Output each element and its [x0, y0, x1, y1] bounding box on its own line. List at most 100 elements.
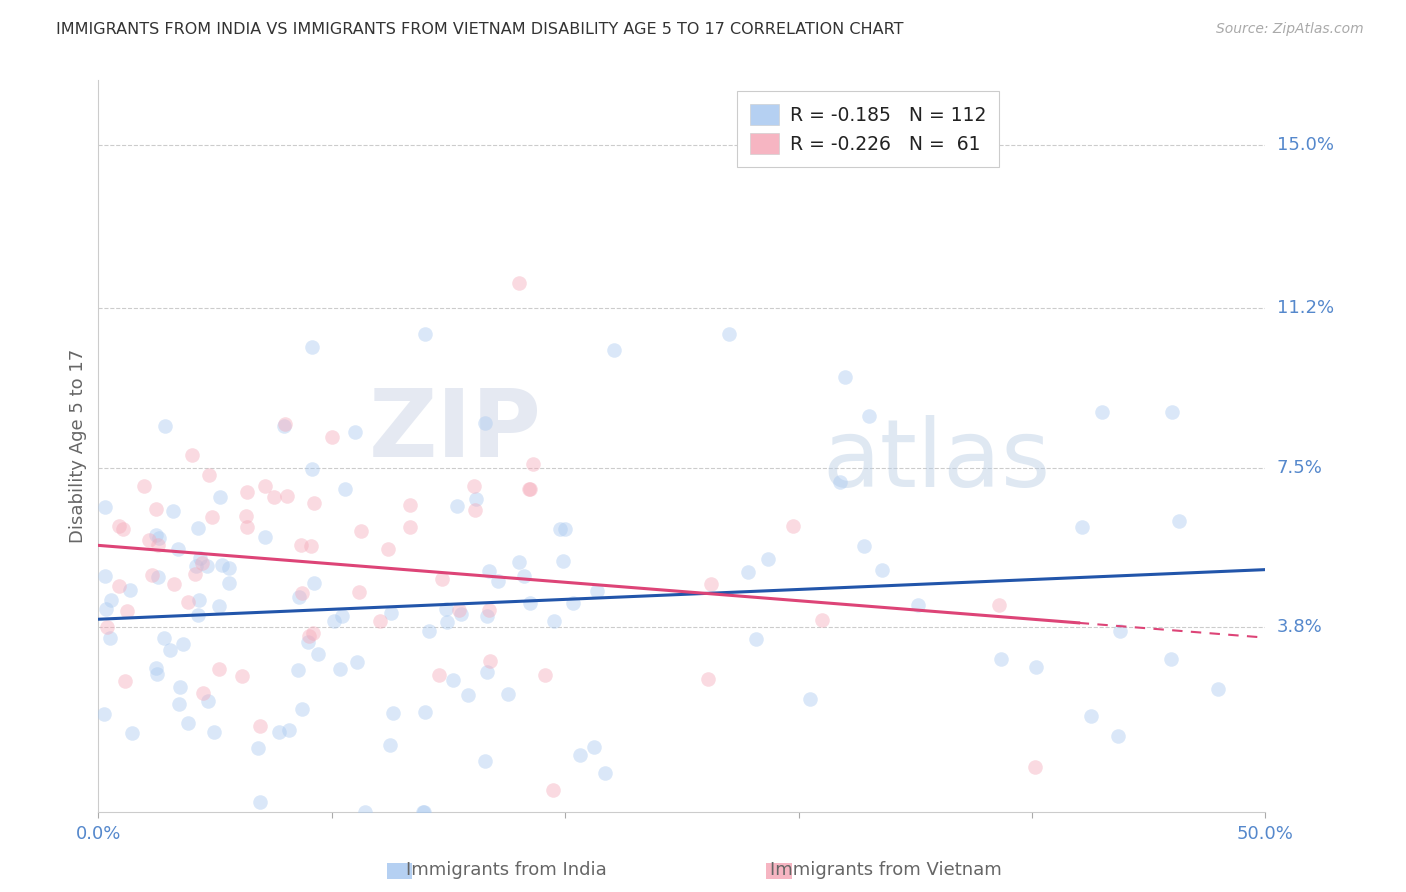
Point: [108, 518, 131, 533]
Point: [302, 576, 325, 591]
Point: [163, 577, 186, 591]
Point: [582, 740, 605, 755]
Point: [236, 484, 259, 499]
Point: [446, 500, 468, 514]
Point: [541, 783, 564, 797]
Point: [347, 584, 370, 599]
Point: [696, 672, 718, 686]
Point: [477, 602, 499, 616]
Point: [593, 765, 616, 780]
Point: [381, 706, 404, 720]
Point: [436, 615, 458, 629]
Point: [463, 479, 485, 493]
Point: [474, 416, 496, 430]
Point: [298, 630, 321, 644]
Point: [756, 552, 779, 566]
Point: [94, 602, 117, 616]
Point: [302, 625, 325, 640]
Point: [167, 541, 190, 556]
Point: [377, 542, 399, 557]
Point: [519, 482, 541, 496]
Point: [434, 602, 457, 616]
Point: [441, 673, 464, 688]
Point: [235, 508, 257, 523]
Point: [112, 522, 135, 536]
Point: [478, 564, 501, 578]
Point: [307, 647, 329, 661]
Point: [333, 482, 356, 496]
Point: [543, 615, 565, 629]
Point: [274, 417, 297, 432]
Point: [479, 654, 502, 668]
Text: 50.0%: 50.0%: [1237, 824, 1294, 843]
Point: [413, 705, 436, 719]
Point: [464, 492, 486, 507]
Point: [534, 668, 557, 682]
Point: [145, 527, 167, 541]
Point: [247, 740, 270, 755]
Point: [1206, 682, 1229, 697]
Point: [329, 662, 352, 676]
Point: [191, 556, 214, 570]
Point: [700, 577, 723, 591]
Text: 15.0%: 15.0%: [1277, 136, 1333, 153]
Point: [278, 723, 301, 738]
Point: [858, 409, 880, 423]
Point: [350, 524, 373, 538]
Point: [450, 607, 472, 622]
Point: [412, 805, 434, 819]
Text: Immigrants from India: Immigrants from India: [406, 861, 606, 879]
Text: 0.0%: 0.0%: [76, 824, 121, 843]
Point: [263, 490, 285, 504]
Point: [291, 586, 314, 600]
Point: [399, 520, 422, 534]
Point: [1024, 760, 1046, 774]
Point: [177, 595, 200, 609]
Point: [321, 430, 343, 444]
Point: [172, 637, 194, 651]
Point: [517, 483, 540, 497]
Point: [413, 805, 436, 819]
Point: [93, 706, 115, 721]
Point: [513, 568, 536, 582]
Point: [413, 327, 436, 342]
Point: [1107, 730, 1129, 744]
Point: [188, 551, 211, 566]
Point: [586, 584, 609, 599]
Point: [202, 725, 225, 739]
Point: [290, 538, 312, 552]
Point: [1109, 624, 1132, 638]
Point: [561, 596, 583, 610]
Point: [115, 604, 138, 618]
Point: [98, 631, 121, 645]
Point: [291, 702, 314, 716]
Point: [188, 593, 211, 607]
Point: [114, 673, 136, 688]
Point: [195, 559, 218, 574]
Point: [138, 533, 160, 547]
Point: [447, 603, 470, 617]
Point: [177, 716, 200, 731]
Point: [1025, 660, 1047, 674]
Point: [120, 582, 142, 597]
Point: [236, 520, 259, 534]
Point: [208, 662, 231, 676]
Point: [94, 569, 117, 583]
Point: [297, 635, 319, 649]
Point: [1091, 404, 1114, 418]
Point: [346, 656, 368, 670]
Point: [475, 608, 498, 623]
Point: [218, 576, 240, 591]
Point: [496, 687, 519, 701]
Point: [201, 509, 224, 524]
Legend: R = -0.185   N = 112, R = -0.226   N =  61: R = -0.185 N = 112, R = -0.226 N = 61: [737, 91, 1000, 167]
Point: [548, 522, 571, 536]
Point: [141, 568, 163, 582]
Point: [799, 692, 821, 706]
Point: [1071, 520, 1094, 534]
Point: [107, 579, 129, 593]
Point: [169, 680, 191, 694]
Point: [519, 596, 541, 610]
Point: [553, 554, 575, 568]
Point: [744, 632, 766, 647]
